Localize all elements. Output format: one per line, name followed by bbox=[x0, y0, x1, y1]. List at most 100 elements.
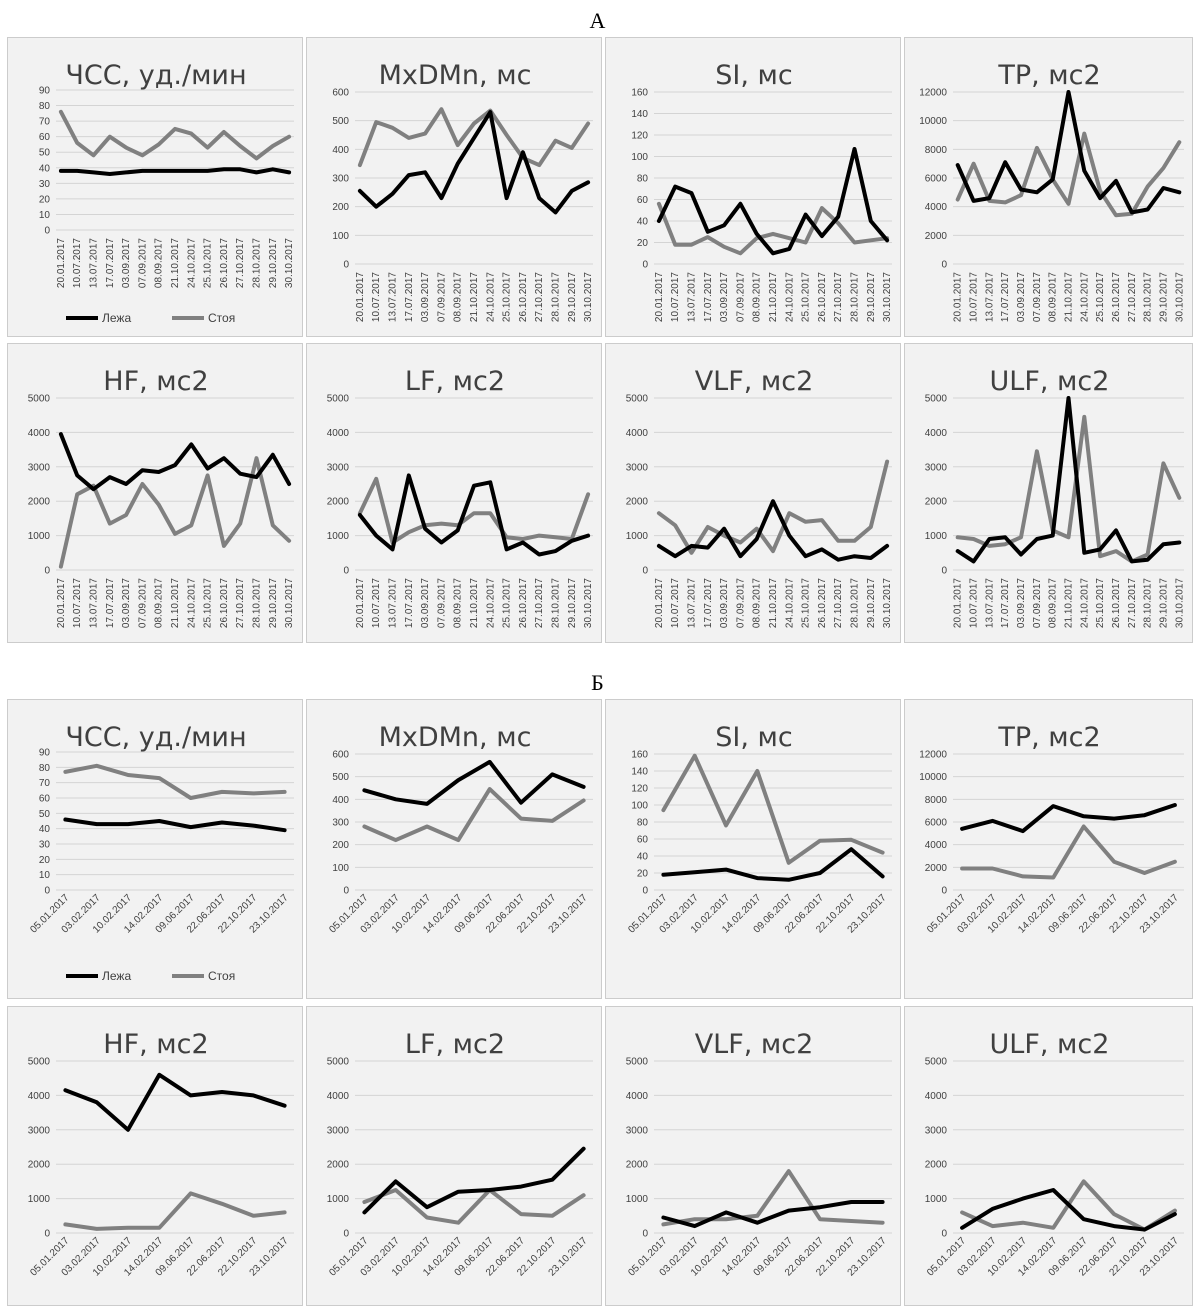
x-tick-label: 28.10.2017 bbox=[850, 272, 861, 322]
x-tick-label: 25.10.2017 bbox=[203, 238, 214, 288]
x-tick-label: 28.10.2017 bbox=[850, 578, 861, 628]
y-tick-label: 0 bbox=[642, 1229, 648, 1240]
x-tick-label: 03.09.2017 bbox=[121, 238, 132, 288]
y-tick-label: 20 bbox=[39, 194, 51, 205]
y-tick-label: 300 bbox=[332, 818, 349, 829]
x-tick-label: 30.10.2017 bbox=[1174, 272, 1185, 322]
y-tick-label: 120 bbox=[631, 784, 648, 795]
y-tick-label: 140 bbox=[631, 109, 648, 120]
x-tick-label: 10.07.2017 bbox=[969, 578, 980, 628]
y-tick-label: 0 bbox=[44, 226, 50, 237]
y-tick-label: 100 bbox=[631, 152, 648, 163]
x-tick-label: 29.10.2017 bbox=[1158, 578, 1169, 628]
y-tick-label: 6000 bbox=[925, 174, 948, 185]
x-tick-label: 29.10.2017 bbox=[866, 272, 877, 322]
chart-panel: LF, мс2 0 1000 2000 3000 4000 5000 05.01.2017 03… bbox=[306, 1006, 602, 1306]
x-tick-label: 17.07.2017 bbox=[1000, 272, 1011, 322]
x-tick-label: 24.10.2017 bbox=[1079, 272, 1090, 322]
chart-title: LF, мс2 bbox=[405, 1029, 505, 1060]
x-tick-label: 30.10.2017 bbox=[882, 578, 893, 628]
x-tick-label: 03.09.2017 bbox=[121, 578, 132, 628]
x-tick-label: 24.10.2017 bbox=[485, 578, 496, 628]
legend-label-standing: Стоя bbox=[208, 969, 235, 983]
chart-panel: ULF, мс2 0 1000 2000 3000 4000 5000 05.01.2017 0… bbox=[904, 1006, 1193, 1306]
y-tick-label: 20 bbox=[39, 855, 51, 866]
y-tick-label: 8000 bbox=[925, 795, 948, 806]
y-tick-label: 20 bbox=[637, 869, 649, 880]
y-tick-label: 2000 bbox=[28, 1160, 51, 1171]
x-tick-label: 13.07.2017 bbox=[387, 578, 398, 628]
y-tick-label: 40 bbox=[637, 217, 649, 228]
legend-label-lying: Лежа bbox=[102, 311, 131, 325]
x-tick-label: 25.10.2017 bbox=[502, 272, 513, 322]
series-line-lying bbox=[362, 1146, 586, 1215]
x-tick-label: 27.10.2017 bbox=[1127, 272, 1138, 322]
y-tick-label: 500 bbox=[332, 772, 349, 783]
series-line-standing bbox=[63, 1191, 287, 1231]
x-tick-label: 10.07.2017 bbox=[670, 272, 681, 322]
x-tick-label: 26.10.2017 bbox=[817, 578, 828, 628]
chart-title: HF, мс2 bbox=[103, 366, 208, 397]
x-tick-label: 07.09.2017 bbox=[735, 272, 746, 322]
y-tick-label: 90 bbox=[39, 748, 51, 759]
chart-svg: LF, мс2 0 1000 2000 3000 4000 5000 20.01.2017 10… bbox=[327, 366, 594, 628]
series-line-standing bbox=[357, 107, 591, 168]
chart-title: ЧСС, уд./мин bbox=[65, 60, 246, 91]
x-tick-label: 24.10.2017 bbox=[186, 578, 197, 628]
chart-svg: HF, мс2 0 1000 2000 3000 4000 5000 20.01.2017 10… bbox=[28, 366, 295, 628]
section-label-b: Б bbox=[591, 670, 604, 695]
x-tick-label: 29.10.2017 bbox=[567, 578, 578, 628]
y-tick-label: 8000 bbox=[925, 145, 948, 156]
y-tick-label: 5000 bbox=[925, 1057, 948, 1068]
series-line-standing bbox=[656, 459, 890, 555]
section-label-a: А bbox=[589, 8, 606, 33]
x-tick-label: 17.07.2017 bbox=[105, 238, 116, 288]
x-tick-label: 30.10.2017 bbox=[1174, 578, 1185, 628]
chart-svg: MxDMn, мс010020030040050060005.01.201703… bbox=[327, 722, 593, 936]
x-tick-label: 07.09.2017 bbox=[137, 238, 148, 288]
x-tick-label: 08.09.2017 bbox=[752, 272, 763, 322]
x-tick-label: 10.07.2017 bbox=[670, 578, 681, 628]
chart-title: MxDMn, мс bbox=[379, 722, 532, 753]
chart-svg: TP, мс2 0 2000 4000 6000 8000 10000 12000 20.01.… bbox=[919, 60, 1185, 322]
y-tick-label: 2000 bbox=[925, 231, 948, 242]
x-tick-label: 21.10.2017 bbox=[170, 238, 181, 288]
y-tick-label: 4000 bbox=[327, 428, 350, 439]
x-tick-label: 08.09.2017 bbox=[1048, 272, 1059, 322]
x-tick-label: 28.10.2017 bbox=[1143, 578, 1154, 628]
chart-title: TP, мс2 bbox=[997, 60, 1100, 91]
x-tick-label: 25.10.2017 bbox=[801, 578, 812, 628]
series-line-standing bbox=[58, 456, 292, 569]
series-line-standing bbox=[955, 131, 1182, 218]
x-tick-label: 07.09.2017 bbox=[735, 578, 746, 628]
x-tick-label: 26.10.2017 bbox=[219, 578, 230, 628]
x-tick-label: 25.10.2017 bbox=[203, 578, 214, 628]
x-tick-label: 28.10.2017 bbox=[551, 578, 562, 628]
y-tick-label: 4000 bbox=[925, 840, 948, 851]
x-tick-label: 17.07.2017 bbox=[703, 272, 714, 322]
x-tick-label: 17.07.2017 bbox=[105, 578, 116, 628]
x-tick-label: 17.07.2017 bbox=[703, 578, 714, 628]
y-tick-label: 4000 bbox=[925, 428, 948, 439]
x-tick-label: 26.10.2017 bbox=[518, 578, 529, 628]
x-tick-label: 08.09.2017 bbox=[154, 238, 165, 288]
y-tick-label: 10 bbox=[39, 870, 51, 881]
y-tick-label: 4000 bbox=[925, 202, 948, 213]
series-line-lying bbox=[960, 1188, 1177, 1232]
series-line-standing bbox=[63, 763, 287, 800]
x-tick-label: 21.10.2017 bbox=[768, 578, 779, 628]
y-tick-label: 50 bbox=[39, 809, 51, 820]
series-line-lying bbox=[656, 147, 890, 256]
chart-panel: TP, мс2 0 2000 4000 6000 8000 10000 12000 20.01.… bbox=[904, 37, 1193, 337]
legend-label-lying: Лежа bbox=[102, 969, 131, 983]
x-tick-label: 20.01.2017 bbox=[953, 578, 964, 628]
y-tick-label: 4000 bbox=[626, 428, 649, 439]
x-tick-label: 21.10.2017 bbox=[469, 272, 480, 322]
y-tick-label: 5000 bbox=[626, 394, 649, 405]
y-tick-label: 4000 bbox=[28, 428, 51, 439]
legend-label-standing: Стоя bbox=[208, 311, 235, 325]
series-line-lying bbox=[661, 1200, 885, 1229]
chart-panel: LF, мс2 0 1000 2000 3000 4000 5000 20.01.2017 10… bbox=[306, 343, 602, 643]
y-tick-label: 0 bbox=[343, 1229, 349, 1240]
y-tick-label: 300 bbox=[332, 174, 349, 185]
